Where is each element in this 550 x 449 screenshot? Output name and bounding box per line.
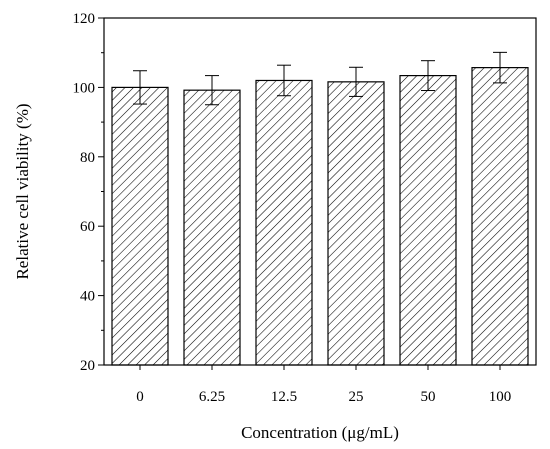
- bar-100: [471, 67, 529, 366]
- bar-25: [327, 81, 385, 366]
- bar-0: [111, 86, 169, 366]
- error-bar-6.25: [205, 75, 219, 106]
- bars-layer: [111, 67, 529, 366]
- plot-area-frame: [103, 17, 537, 366]
- error-bar-25: [349, 66, 363, 97]
- x-tick-label: 25: [349, 389, 364, 405]
- y-axis-title: Relative cell viability (%): [13, 103, 32, 279]
- error-bar-0: [133, 70, 147, 105]
- x-tick-label: 100: [489, 389, 512, 405]
- error-bars-layer: [133, 51, 507, 106]
- y-tick-label: 80: [80, 150, 95, 166]
- bar-12.5: [255, 79, 313, 366]
- x-axis-title: Concentration (μg/mL): [241, 423, 399, 442]
- x-tick-label: 50: [421, 389, 436, 405]
- y-tick-label: 100: [73, 80, 96, 96]
- x-tick-label: 12.5: [271, 389, 297, 405]
- y-tick-label: 40: [80, 289, 95, 305]
- error-bar-100: [493, 51, 507, 84]
- y-tick-label: 60: [80, 219, 95, 235]
- error-bar-50: [421, 60, 435, 92]
- y-tick-label: 20: [80, 358, 95, 374]
- bar-50: [399, 75, 457, 366]
- y-tick-label: 120: [73, 11, 96, 27]
- x-tick-label: 0: [136, 389, 144, 405]
- x-axis-ticks: 0 6.25 12.5 25 50 100: [136, 365, 511, 405]
- y-axis-ticks: 20 40 60 80 100 120: [73, 11, 104, 374]
- error-bar-12.5: [277, 64, 291, 97]
- bar-6.25: [183, 89, 241, 366]
- x-tick-label: 6.25: [199, 389, 225, 405]
